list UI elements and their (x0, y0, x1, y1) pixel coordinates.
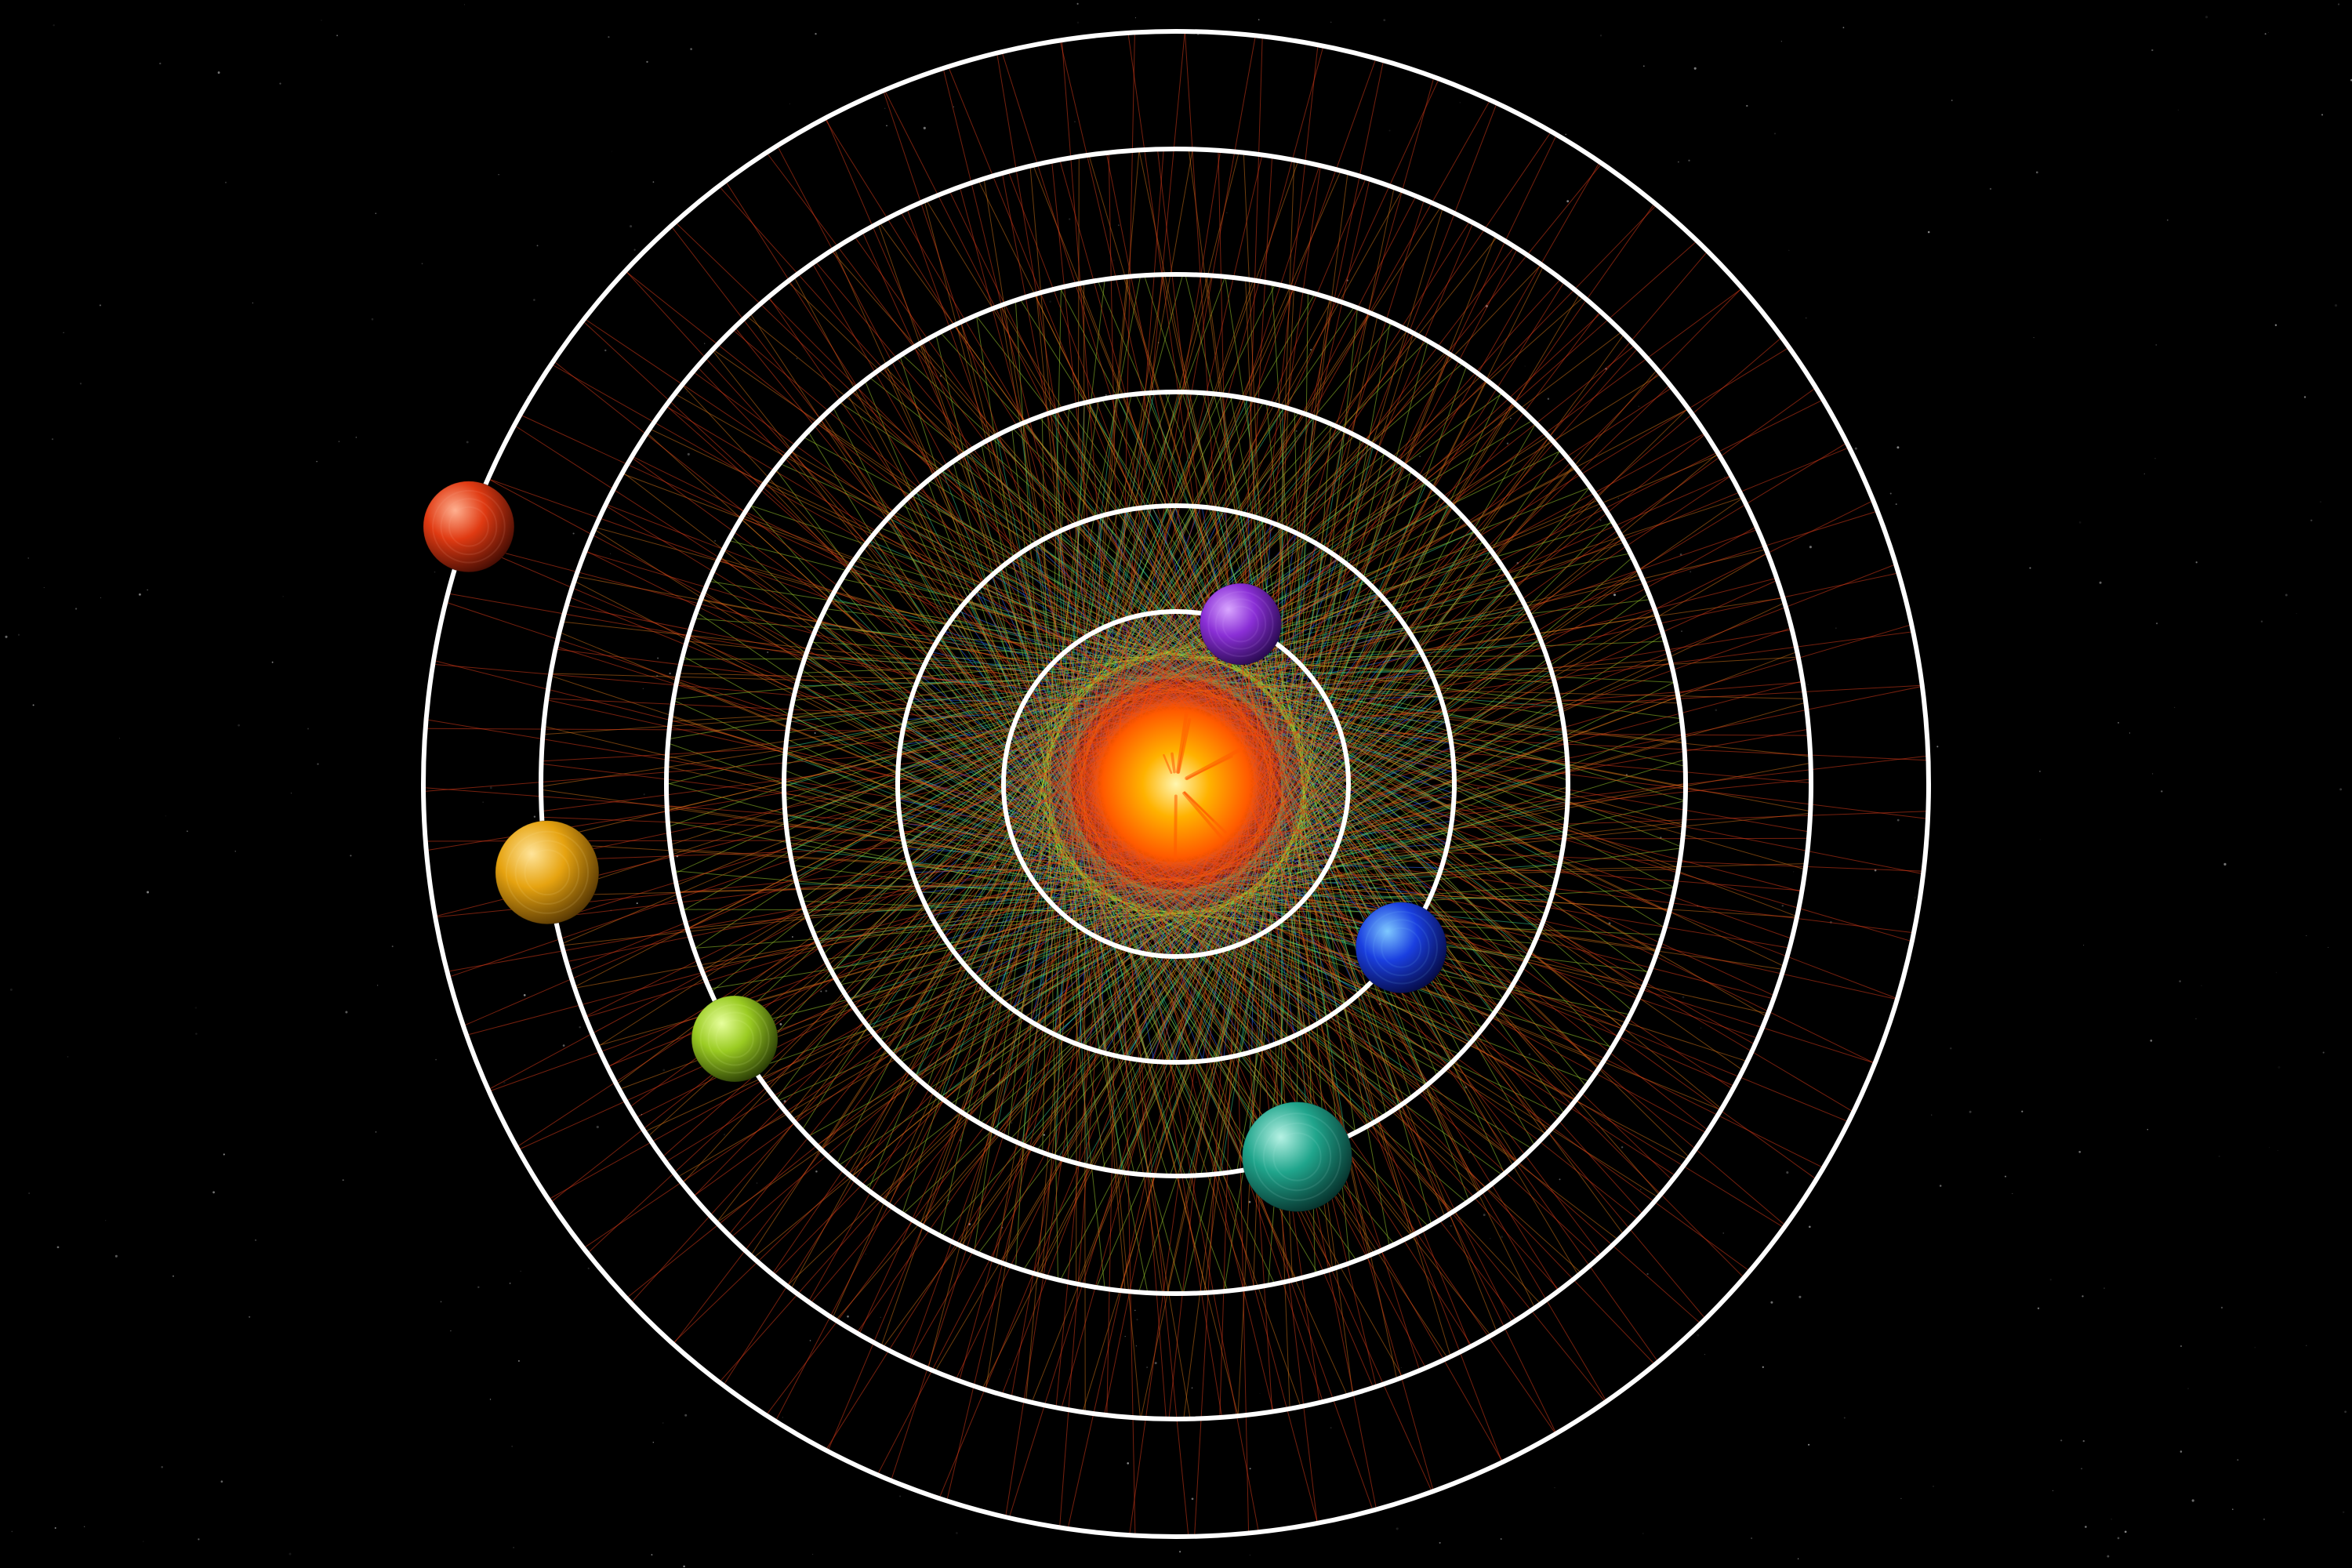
planet-1-purple (1200, 583, 1281, 665)
orbital-diagram (0, 0, 2352, 1568)
planet-2-blue (1356, 902, 1446, 993)
planet-5-amber (495, 821, 599, 924)
central-star (1043, 651, 1309, 917)
planet-6-red (423, 481, 514, 572)
planet-4-green (691, 996, 778, 1082)
planet-3-teal (1243, 1102, 1352, 1212)
